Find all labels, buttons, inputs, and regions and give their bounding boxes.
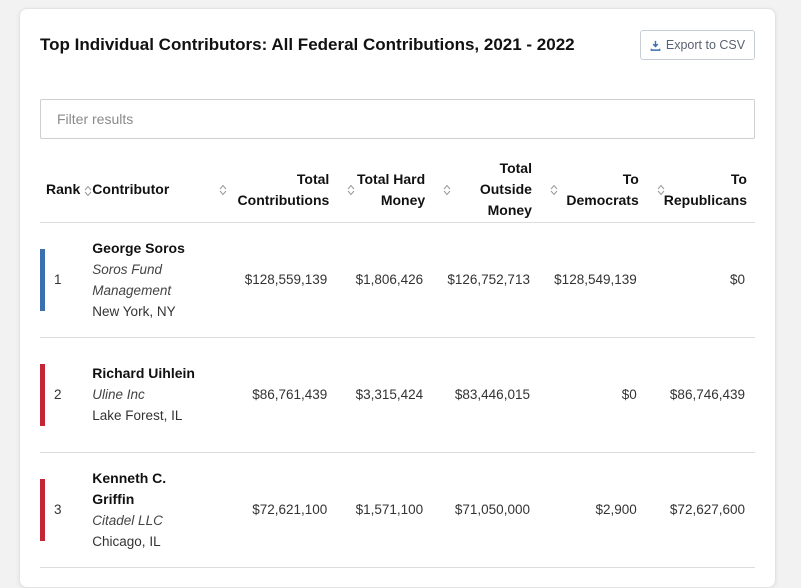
contributor-name: Richard Uihlein <box>92 365 195 381</box>
contributor-location: Chicago, IL <box>92 533 161 549</box>
party-indicator-republican <box>40 363 45 426</box>
party-indicator-republican <box>40 478 45 541</box>
column-header-total-outside-money[interactable]: Total Outside Money <box>433 158 540 223</box>
contributor-location: New York, NY <box>92 303 176 319</box>
contributor-cell: George Soros Soros Fund Management New Y… <box>92 222 209 337</box>
filter-input[interactable] <box>40 99 755 139</box>
to-democrats-cell: $128,549,139 <box>554 272 637 287</box>
sort-icon <box>657 184 665 196</box>
table-row: 3 Kenneth C. Griffin Citadel LLC Chicago… <box>40 452 755 567</box>
rank-value: 2 <box>54 387 62 402</box>
column-header-to-democrats[interactable]: To Democrats <box>539 158 647 223</box>
header-line: Contributions <box>237 191 330 208</box>
total-contributions-cell: $86,761,439 <box>252 387 328 402</box>
contributor-cell: Kenneth C. Griffin Citadel LLC Chicago, … <box>92 452 209 567</box>
sort-icon <box>347 184 355 196</box>
total-hard-money-cell: $3,315,424 <box>355 387 424 402</box>
contributor-cell: Richard Uihlein Uline Inc Lake Forest, I… <box>92 337 209 452</box>
header-line: Republicans <box>663 191 747 208</box>
column-header-contributor-label: Contributor <box>92 181 170 198</box>
export-csv-label: Export to CSV <box>665 38 746 52</box>
total-outside-money-cell: $83,446,015 <box>454 387 530 402</box>
sort-icon <box>443 184 451 196</box>
rank-cell: 2 <box>40 337 92 452</box>
total-hard-money-cell: $1,806,426 <box>355 272 424 287</box>
total-outside-money-cell: $71,050,000 <box>454 502 530 517</box>
column-header-rank-label: Rank <box>46 181 81 198</box>
rank-cell: 1 <box>40 222 92 337</box>
header-line: Total <box>296 170 330 187</box>
sort-icon <box>219 184 227 196</box>
header-line: Total <box>499 160 532 177</box>
column-header-to-republicans[interactable]: To Republicans <box>646 158 755 223</box>
header-line: To <box>730 170 747 187</box>
total-contributions-cell: $128,559,139 <box>244 272 328 287</box>
total-outside-money-cell: $126,752,713 <box>447 272 530 287</box>
download-icon <box>650 40 661 51</box>
to-republicans-cell: $0 <box>729 272 745 287</box>
header-line: Total Hard <box>356 170 426 187</box>
header-line: Democrats <box>566 191 639 208</box>
export-csv-button[interactable]: Export to CSV <box>640 30 755 60</box>
contributor-org: Soros Fund Management <box>92 261 172 298</box>
contributor-org: Citadel LLC <box>92 512 163 528</box>
column-header-rank[interactable]: Rank <box>40 158 93 223</box>
table-header-row: Rank Contributor Total Contributions Tota… <box>40 158 755 223</box>
header-line: Money <box>380 191 426 208</box>
table-row: 1 George Soros Soros Fund Management New… <box>40 222 755 337</box>
rank-value: 1 <box>54 272 62 287</box>
header-line: Outside <box>479 181 532 198</box>
contributor-location: Lake Forest, IL <box>92 408 183 423</box>
table-row: 2 Richard Uihlein Uline Inc Lake Forest,… <box>40 337 755 452</box>
total-contributions-cell: $72,621,100 <box>252 502 328 517</box>
rank-cell: 3 <box>40 452 92 567</box>
page-title: Top Individual Contributors: All Federal… <box>40 35 575 54</box>
total-hard-money-cell: $1,571,100 <box>355 502 424 517</box>
sort-icon <box>550 184 558 196</box>
to-republicans-cell: $86,746,439 <box>669 387 745 402</box>
column-header-contributor[interactable]: Contributor <box>92 158 209 223</box>
column-header-total-hard-money[interactable]: Total Hard Money <box>337 158 434 223</box>
header-line: Money <box>487 202 532 219</box>
sort-icon <box>84 185 92 197</box>
rank-value: 3 <box>54 502 62 517</box>
contributors-table: Rank Contributor Total Contributions Tota… <box>40 158 755 568</box>
contributors-card: Top Individual Contributors: All Federal… <box>19 8 776 588</box>
contributor-name: George Soros <box>92 239 185 256</box>
contributor-name: Kenneth C. Griffin <box>92 469 167 507</box>
party-indicator-democrat <box>40 248 45 311</box>
to-democrats-cell: $2,900 <box>595 502 637 517</box>
column-header-total-contributions[interactable]: Total Contributions <box>208 158 338 223</box>
contributor-org: Uline Inc <box>92 387 145 402</box>
to-republicans-cell: $72,627,600 <box>669 502 745 517</box>
to-democrats-cell: $0 <box>621 387 637 402</box>
header-line: To <box>622 170 639 187</box>
